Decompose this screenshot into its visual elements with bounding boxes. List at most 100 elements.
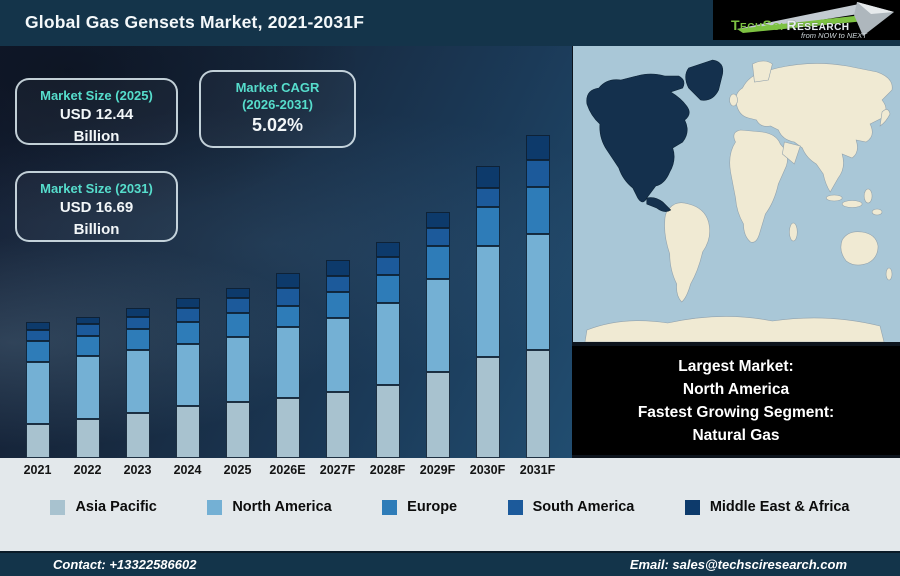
bar-segment-middle-east-africa xyxy=(225,288,250,298)
legend-swatch-icon xyxy=(382,499,398,515)
x-axis-label-2029F: 2029F xyxy=(419,463,456,477)
bar-segment-europe xyxy=(375,275,400,303)
bar-2028F xyxy=(375,242,400,458)
stat-box-market-cagr: Market CAGR (2026-2031) 5.02% xyxy=(199,70,356,148)
legend-swatch-icon xyxy=(207,499,223,515)
bar-segment-asia-pacific xyxy=(325,392,350,458)
world-map-image xyxy=(573,46,900,342)
legend-item-europe: Europe xyxy=(382,499,457,515)
bar-segment-south-america xyxy=(425,228,450,246)
bar-segment-north-america xyxy=(325,318,350,392)
bar-segment-north-america xyxy=(425,279,450,372)
logo-brand-primary: TechSci xyxy=(731,17,784,33)
legend-label: North America xyxy=(232,499,332,515)
map-land xyxy=(584,60,893,342)
bar-segment-middle-east-africa xyxy=(125,308,150,317)
bar-segment-middle-east-africa xyxy=(425,212,450,228)
logo-tagline: from NOW to NEXT xyxy=(801,31,867,40)
stat-label: Market Size (2025) xyxy=(40,88,153,103)
arrow-icon xyxy=(737,2,894,36)
x-axis-label-2026E: 2026E xyxy=(269,463,306,477)
map-north-america-highlight xyxy=(586,59,724,212)
bar-segment-middle-east-africa xyxy=(325,260,350,276)
bar-segment-asia-pacific xyxy=(75,419,100,458)
bar-2022 xyxy=(75,317,100,458)
legend-item-middle-east-africa: Middle East & Africa xyxy=(684,499,850,515)
world-map xyxy=(573,46,900,342)
legend-label: Middle East & Africa xyxy=(709,499,850,515)
bar-segment-europe xyxy=(525,187,550,234)
bar-segment-middle-east-africa xyxy=(75,317,100,324)
bar-2025 xyxy=(225,288,250,458)
stat-value: USD 16.69 xyxy=(59,199,134,216)
logo-wordmark: TechSci Research xyxy=(731,17,850,33)
legend-label: Asia Pacific xyxy=(75,499,157,515)
bar-segment-south-america xyxy=(225,298,250,313)
x-axis-label-2031F: 2031F xyxy=(519,463,556,477)
bar-segment-europe xyxy=(225,313,250,337)
bar-segment-europe xyxy=(25,341,50,362)
chart-legend: Asia Pacific North America Europe South Ame… xyxy=(0,499,900,515)
x-axis-label-2030F: 2030F xyxy=(469,463,506,477)
bar-segment-asia-pacific xyxy=(475,357,500,458)
bar-segment-middle-east-africa xyxy=(175,298,200,308)
bar-segment-north-america xyxy=(75,356,100,419)
bar-segment-asia-pacific xyxy=(125,413,150,458)
bar-segment-middle-east-africa xyxy=(275,273,300,288)
x-axis-label-2021: 2021 xyxy=(23,463,52,477)
legend-swatch-icon xyxy=(684,499,700,515)
bar-segment-north-america xyxy=(475,246,500,357)
bar-segment-europe xyxy=(325,292,350,318)
callout-fastest-segment-value: Natural Gas xyxy=(692,427,780,444)
stat-value: USD 12.44 xyxy=(59,106,134,123)
bar-segment-north-america xyxy=(25,362,50,424)
bar-chart-region: Market Size (2025) USD 12.44 Billion Mar… xyxy=(0,46,572,458)
bar-2024 xyxy=(175,298,200,458)
bar-segment-south-america xyxy=(175,308,200,322)
x-axis-label-2027F: 2027F xyxy=(319,463,356,477)
bar-segment-south-america xyxy=(375,257,400,275)
stat-value: 5.02% xyxy=(251,115,304,135)
stat-box-market-size-2031: Market Size (2031) USD 16.69 Billion xyxy=(15,171,178,242)
legend-label: Europe xyxy=(407,499,458,515)
bar-segment-south-america xyxy=(275,288,300,306)
bar-segment-europe xyxy=(275,306,300,327)
legend-swatch-icon xyxy=(507,499,523,515)
bar-2023 xyxy=(125,308,150,458)
x-axis-label-2028F: 2028F xyxy=(369,463,406,477)
x-axis-label-2024: 2024 xyxy=(173,463,202,477)
logo-brand-secondary: Research xyxy=(786,17,850,33)
x-axis-label-2022: 2022 xyxy=(73,463,102,477)
bar-segment-middle-east-africa xyxy=(475,166,500,188)
bar-segment-europe xyxy=(75,336,100,356)
bar-segment-north-america xyxy=(225,337,250,402)
callout-box: Largest Market: North America Fastest Gr… xyxy=(572,346,900,455)
bar-segment-europe xyxy=(475,207,500,246)
callout-fastest-segment-label: Fastest Growing Segment: xyxy=(637,404,835,421)
bar-segment-south-america xyxy=(475,188,500,207)
bar-2026E xyxy=(275,273,300,458)
bar-segment-asia-pacific xyxy=(525,350,550,458)
bar-segment-south-america xyxy=(525,160,550,187)
bar-segment-asia-pacific xyxy=(275,398,300,458)
bar-segment-asia-pacific xyxy=(375,385,400,458)
stat-label: Market CAGR xyxy=(235,80,320,95)
bar-2021 xyxy=(25,322,50,458)
bar-segment-north-america xyxy=(175,344,200,406)
bar-segment-north-america xyxy=(275,327,300,398)
bar-2031F xyxy=(525,135,550,458)
stat-label-line2: (2026-2031) xyxy=(242,97,313,112)
legend-item-south-america: South America xyxy=(507,499,634,515)
techsci-logo: TechSci Research from NOW to NEXT xyxy=(713,0,900,40)
callout-largest-market-label: Largest Market: xyxy=(678,358,794,375)
contact-email: Email: sales@techsciresearch.com xyxy=(629,557,847,572)
axis-and-legend-strip: 2021 2022 2023 2024 2025 2026E 2027F 2028F 2029F… xyxy=(0,458,900,551)
bar-segment-europe xyxy=(425,246,450,279)
bar-segment-asia-pacific xyxy=(425,372,450,458)
footer-bar: Contact: +13322586602 Email: sales@techs… xyxy=(0,551,900,576)
stat-box-market-size-2025: Market Size (2025) USD 12.44 Billion xyxy=(15,78,178,145)
x-axis-label-2025: 2025 xyxy=(223,463,252,477)
bar-segment-north-america xyxy=(525,234,550,350)
legend-swatch-icon xyxy=(50,499,66,515)
bar-segment-south-america xyxy=(25,330,50,341)
